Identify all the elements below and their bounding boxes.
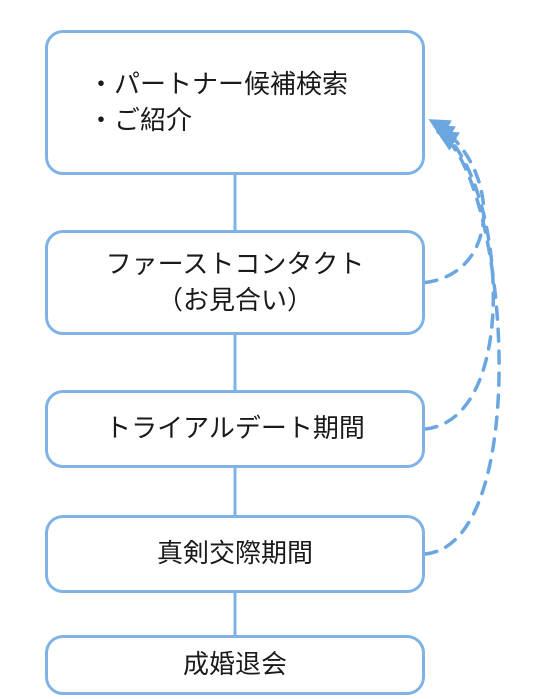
flow-node-n1-line-1: ・ご紹介: [88, 103, 192, 138]
flow-node-n1-line-0: ・パートナー候補検索: [88, 67, 348, 102]
flow-node-n4: 真剣交際期間: [45, 515, 425, 593]
flow-node-n1: ・パートナー候補検索・ご紹介: [45, 30, 425, 175]
return-arrow-n4: [425, 132, 499, 554]
flow-node-n5: 成婚退会: [45, 635, 425, 695]
flow-node-n5-line-0: 成婚退会: [183, 647, 287, 682]
flow-node-n3-line-0: トライアルデート期間: [105, 411, 365, 446]
flow-node-n2-line-0: ファーストコンタクト: [106, 247, 365, 282]
flow-node-n3: トライアルデート期間: [45, 390, 425, 468]
flow-node-n2-line-1: （お見合い）: [157, 283, 313, 318]
flowchart-canvas: ・パートナー候補検索・ご紹介ファーストコンタクト（お見合い） トライアルデート期間…: [0, 0, 546, 699]
return-arrow-n2: [425, 120, 484, 283]
flow-node-n4-line-0: 真剣交際期間: [157, 536, 313, 571]
return-arrow-n3: [425, 126, 493, 429]
flow-node-n2: ファーストコンタクト（お見合い）: [45, 230, 425, 335]
